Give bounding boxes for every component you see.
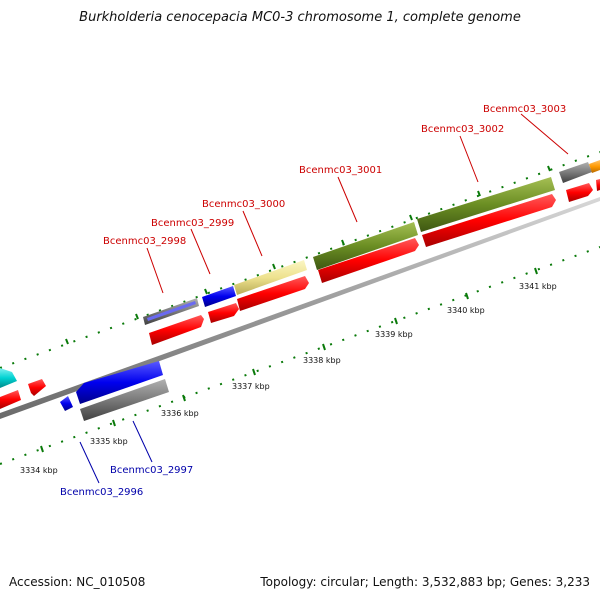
gene-bcenmc03-2996[interactable] xyxy=(76,361,163,404)
scale-label-3341: 3341 kbp xyxy=(519,282,557,291)
gene-label-3003: Bcenmc03_3003 xyxy=(483,104,566,115)
gene-bcenmc03-2997[interactable] xyxy=(80,379,169,421)
scale-label-3336: 3336 kbp xyxy=(161,409,199,418)
gene-label-2997: Bcenmc03_2997 xyxy=(110,465,193,476)
map-title: Burkholderia cenocepacia MC0-3 chromosom… xyxy=(79,10,521,25)
gene-blue-small[interactable] xyxy=(60,396,73,411)
outer-minor-ticks xyxy=(0,151,600,369)
scale-label-3340: 3340 kbp xyxy=(447,306,485,315)
gene-bcenmc03-3003[interactable] xyxy=(559,162,592,183)
gene-label-3001: Bcenmc03_3001 xyxy=(299,165,382,176)
leader-3000 xyxy=(242,210,263,257)
gene-bcenmc03-3000[interactable] xyxy=(234,260,307,295)
gene-red-g[interactable] xyxy=(566,183,593,202)
gene-red-partial-left[interactable] xyxy=(0,390,21,409)
gene-label-2998: Bcenmc03_2998 xyxy=(103,236,186,247)
gene-next-partial[interactable] xyxy=(589,160,600,173)
gene-label-3000: Bcenmc03_3000 xyxy=(202,199,285,210)
inner-tick-ring xyxy=(0,246,600,465)
gene-bcenmc03-3001[interactable] xyxy=(313,222,418,270)
gene-red-c[interactable] xyxy=(208,303,239,323)
leader-2998 xyxy=(146,247,164,294)
forward-strand-genes xyxy=(143,160,600,325)
leader-2999 xyxy=(190,228,211,275)
scale-label-3339: 3339 kbp xyxy=(375,330,413,339)
leader-3003 xyxy=(520,113,569,155)
scale-labels: 3334 kbp 3335 kbp 3336 kbp 3337 kbp 3338… xyxy=(20,282,557,475)
gene-bcenmc03-2998-overlay xyxy=(147,301,196,321)
leader-2996 xyxy=(79,441,100,484)
gene-red-partial-right[interactable] xyxy=(596,179,600,191)
outer-tick-ring xyxy=(0,151,600,369)
outer-major-ticks xyxy=(65,165,551,345)
gene-bcenmc03-2999[interactable] xyxy=(202,286,236,307)
gene-red-b[interactable] xyxy=(149,315,204,345)
scale-label-3335: 3335 kbp xyxy=(90,437,128,446)
reverse-strand-genes xyxy=(0,179,600,421)
gene-label-2999: Bcenmc03_2999 xyxy=(151,218,234,229)
gene-labels: Bcenmc03_2998 Bcenmc03_2999 Bcenmc03_300… xyxy=(60,104,566,498)
accession-text: Accession: NC_010508 xyxy=(9,575,146,589)
inner-major-ticks xyxy=(40,267,538,453)
leader-3002 xyxy=(459,135,479,183)
gene-label-2996: Bcenmc03_2996 xyxy=(60,487,143,498)
gene-red-f[interactable] xyxy=(422,194,556,247)
gene-red-d[interactable] xyxy=(237,276,309,311)
scale-label-3337: 3337 kbp xyxy=(232,382,270,391)
gene-red-small-a[interactable] xyxy=(28,379,46,396)
leader-3001 xyxy=(337,176,358,223)
genome-summary-text: Topology: circular; Length: 3,532,883 bp… xyxy=(260,575,590,589)
scale-label-3338: 3338 kbp xyxy=(303,356,341,365)
gene-cyan-partial[interactable] xyxy=(0,368,17,388)
leader-2997 xyxy=(132,420,153,463)
scale-label-3334: 3334 kbp xyxy=(20,466,58,475)
gene-red-e[interactable] xyxy=(318,238,419,283)
gene-bcenmc03-3002[interactable] xyxy=(417,177,555,232)
genome-backbone xyxy=(0,197,600,419)
label-leader-lines xyxy=(79,113,569,484)
gene-label-3002: Bcenmc03_3002 xyxy=(421,124,504,135)
